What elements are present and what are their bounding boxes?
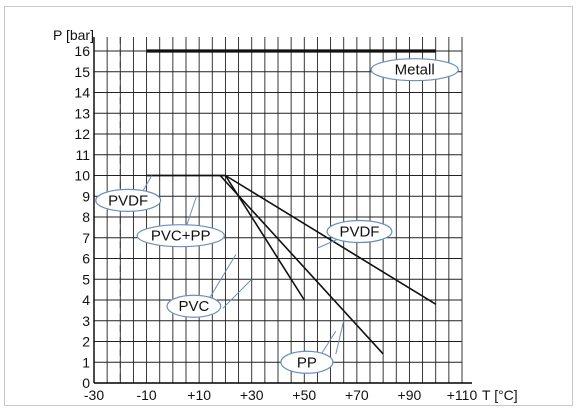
x-tick-label: +70 (345, 387, 369, 403)
y-tick-label: 7 (82, 230, 90, 246)
x-tick-label: -10 (136, 387, 156, 403)
x-axis-label: T [°C] (482, 387, 518, 403)
y-tick-label: 13 (74, 105, 90, 121)
series-tag (370, 58, 459, 82)
series-line-pp (219, 174, 384, 355)
y-axis-label: P [bar] (53, 27, 94, 43)
series-tag-label: PVDF (108, 192, 148, 209)
y-tick-label: 4 (82, 292, 90, 308)
series-tag (95, 188, 162, 212)
y-tick-label: 2 (82, 334, 90, 350)
label-leader-line (222, 278, 253, 309)
y-tick-label: 0 (82, 375, 90, 391)
x-tick-label: +30 (240, 387, 264, 403)
series-tag-label: Metall (395, 62, 435, 79)
y-tick-label: 3 (82, 313, 90, 329)
series-tag-label: PVC (178, 298, 209, 315)
series-tag (280, 350, 334, 374)
y-tick-label: 10 (74, 168, 90, 184)
x-tick-label: +110 (447, 387, 478, 403)
label-leader-line (185, 196, 197, 228)
series-tag (166, 294, 222, 318)
label-leader-line (335, 320, 345, 355)
series-tag-label: PVC+PP (151, 228, 211, 245)
y-tick-label: 12 (74, 126, 90, 142)
x-tick-label: +50 (292, 387, 316, 403)
y-tick-label: 16 (74, 43, 90, 59)
series-tag-label: PVDF (339, 224, 379, 241)
y-tick-label: 8 (82, 209, 90, 225)
label-leader-line (319, 330, 337, 357)
y-tick-label: 5 (82, 271, 90, 287)
series-tag (136, 224, 225, 248)
y-tick-label: 11 (75, 147, 90, 163)
y-tick-label: 1 (82, 354, 90, 370)
y-tick-label: 14 (74, 85, 90, 101)
series-tag-label: PP (297, 354, 317, 371)
label-leader-line (209, 254, 237, 299)
y-tick-label: 9 (82, 188, 90, 204)
chart-frame (4, 6, 573, 406)
x-tick-label: -30 (84, 387, 104, 403)
y-tick-label: 6 (82, 251, 90, 267)
y-tick-label: 15 (74, 64, 90, 80)
x-tick-label: +90 (398, 387, 422, 403)
series-tag (326, 219, 393, 244)
x-tick-label: +10 (187, 387, 211, 403)
